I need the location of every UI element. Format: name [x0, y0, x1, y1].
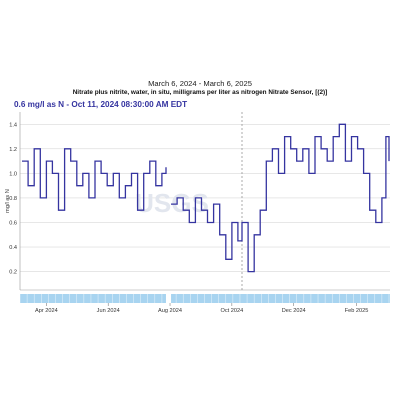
y-axis-ticks: 0.2 0.4 0.6 0.8 1.0 1.2 1.4	[9, 122, 17, 275]
y-tick-label: 1.4	[9, 122, 17, 128]
x-tick-label: Aug 2024	[158, 308, 182, 314]
series-line-nitrate	[22, 123, 390, 273]
x-tick-label: Oct 2024	[221, 308, 244, 314]
y-tick-label: 1.2	[9, 147, 17, 153]
approval-status-bar[interactable]	[19, 294, 390, 303]
x-tick-label: Jun 2024	[97, 308, 120, 314]
date-range: March 6, 2024 - March 6, 2025	[148, 79, 252, 88]
y-tick-label: 0.6	[9, 220, 17, 226]
x-axis-ticks: Apr 2024 Jun 2024 Aug 2024 Oct 2024 Dec 2024…	[35, 303, 368, 314]
y-axis-label: mg/l as N	[5, 189, 11, 213]
approval-bar-segment[interactable]	[171, 294, 390, 303]
x-tick-label: Apr 2024	[35, 308, 58, 314]
tooltip-readout: 0.6 mg/l as N - Oct 11, 2024 08:30:00 AM…	[14, 100, 188, 109]
x-tick-label: Feb 2025	[345, 308, 369, 314]
grid-lines	[20, 124, 390, 272]
y-tick-label: 0.2	[9, 270, 17, 276]
x-tick-label: Dec 2024	[282, 308, 306, 314]
y-tick-label: 0.8	[9, 196, 17, 202]
y-tick-label: 0.4	[9, 245, 17, 251]
y-tick-label: 1.0	[9, 171, 17, 177]
approval-bar-segment[interactable]	[20, 294, 166, 303]
chart-title: Nitrate plus nitrite, water, in situ, mi…	[72, 89, 328, 96]
usgs-watermark: USGS	[135, 188, 209, 218]
